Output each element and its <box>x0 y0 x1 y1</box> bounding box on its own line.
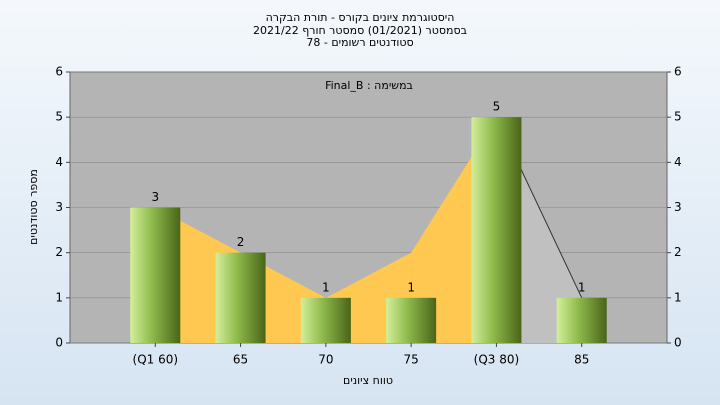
x-tick-label: (Q3 80) <box>474 353 520 367</box>
x-tick-label: (Q1 60) <box>133 353 179 367</box>
data-label: 2 <box>237 235 245 249</box>
bar <box>300 297 351 343</box>
x-tick-label: 65 <box>233 353 248 367</box>
y-axis-label: מספר סטודנטים <box>27 169 40 245</box>
data-label: 1 <box>322 280 330 294</box>
annotation: Final_B : במשימה <box>325 79 413 92</box>
y-tick-label: 2 <box>55 245 63 259</box>
y-tick-label: 6 <box>55 65 63 79</box>
data-label: 1 <box>407 280 415 294</box>
chart-title: היסטוגרמת ציונים בקורס - תורת הבקרה <box>266 11 455 24</box>
y2-tick-label: 2 <box>674 245 682 259</box>
x-axis-label: טווח ציונים <box>343 374 393 387</box>
y-tick-label: 3 <box>55 200 63 214</box>
y2-tick-label: 1 <box>674 290 682 304</box>
bar <box>130 207 181 343</box>
data-label: 5 <box>493 100 501 114</box>
y2-tick-label: 6 <box>674 65 682 79</box>
y-tick-label: 1 <box>55 290 63 304</box>
bar <box>386 297 437 343</box>
chart-subtitle: סטודנטים רשומים - 78 <box>306 36 413 49</box>
y2-tick-label: 3 <box>674 200 682 214</box>
data-label: 1 <box>578 280 586 294</box>
bar <box>215 252 266 343</box>
y2-tick-label: 0 <box>674 336 682 350</box>
y-tick-label: 5 <box>55 110 63 124</box>
x-tick-label: 85 <box>574 353 589 367</box>
bar <box>556 297 607 343</box>
x-tick-label: 75 <box>404 353 419 367</box>
y-tick-label: 4 <box>55 155 63 169</box>
data-label: 3 <box>151 190 159 204</box>
y2-tick-label: 5 <box>674 110 682 124</box>
bar <box>471 117 522 344</box>
y2-tick-label: 4 <box>674 155 682 169</box>
x-tick-label: 70 <box>318 353 333 367</box>
y-tick-label: 0 <box>55 336 63 350</box>
chart-subtitle: בסמסטר (01/2021) סמסטר חורף 2021/22 <box>253 24 467 37</box>
